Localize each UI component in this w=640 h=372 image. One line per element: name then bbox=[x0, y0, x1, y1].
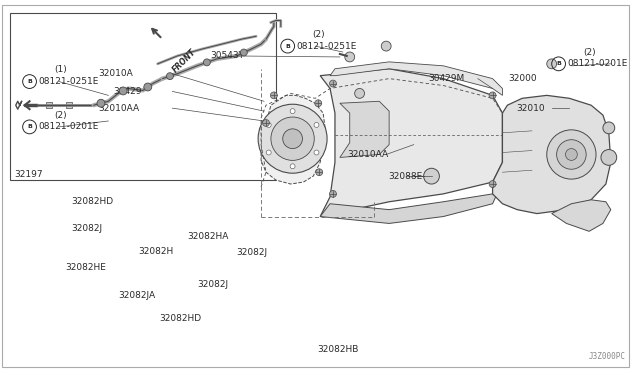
Circle shape bbox=[204, 59, 211, 66]
Text: 32010: 32010 bbox=[516, 104, 545, 113]
Polygon shape bbox=[340, 101, 389, 157]
Circle shape bbox=[330, 190, 337, 197]
Text: (2): (2) bbox=[54, 110, 67, 119]
Text: 32082HB: 32082HB bbox=[317, 345, 358, 354]
Text: 32082J: 32082J bbox=[71, 224, 102, 233]
Circle shape bbox=[424, 168, 440, 184]
Circle shape bbox=[381, 41, 391, 51]
Text: 32197: 32197 bbox=[15, 170, 44, 179]
Circle shape bbox=[290, 109, 295, 113]
Text: B: B bbox=[27, 79, 32, 84]
Circle shape bbox=[97, 99, 105, 107]
Circle shape bbox=[489, 180, 496, 187]
Circle shape bbox=[241, 49, 247, 56]
Text: (2): (2) bbox=[312, 30, 325, 39]
Text: J3Z000PC: J3Z000PC bbox=[589, 352, 625, 361]
Text: 32082HD: 32082HD bbox=[159, 314, 202, 323]
Circle shape bbox=[489, 92, 496, 99]
Circle shape bbox=[314, 122, 319, 127]
Circle shape bbox=[144, 83, 152, 91]
Circle shape bbox=[603, 122, 615, 134]
Circle shape bbox=[355, 89, 365, 98]
Circle shape bbox=[330, 80, 337, 87]
Text: 32010AA: 32010AA bbox=[348, 150, 389, 159]
Text: (1): (1) bbox=[54, 65, 67, 74]
Circle shape bbox=[266, 122, 271, 127]
Bar bbox=[66, 102, 72, 108]
Circle shape bbox=[566, 148, 577, 160]
Text: 32000: 32000 bbox=[508, 74, 537, 83]
Text: 32082J: 32082J bbox=[236, 248, 268, 257]
Polygon shape bbox=[552, 200, 611, 231]
Text: 32010A: 32010A bbox=[99, 69, 133, 78]
Circle shape bbox=[166, 73, 173, 80]
Bar bbox=[10, 13, 276, 180]
Text: 08121-0201E: 08121-0201E bbox=[38, 122, 99, 131]
Text: 32082H: 32082H bbox=[138, 247, 173, 256]
Text: 30429M: 30429M bbox=[429, 74, 465, 83]
Circle shape bbox=[262, 119, 269, 126]
Polygon shape bbox=[320, 69, 502, 217]
Text: 32082J: 32082J bbox=[197, 280, 228, 289]
Polygon shape bbox=[320, 182, 502, 224]
Polygon shape bbox=[261, 95, 325, 184]
Text: (2): (2) bbox=[583, 48, 596, 57]
Text: FRONT: FRONT bbox=[170, 47, 198, 74]
Circle shape bbox=[271, 92, 277, 99]
Text: B: B bbox=[285, 44, 290, 49]
Text: 32082HD: 32082HD bbox=[71, 197, 113, 206]
Circle shape bbox=[601, 150, 617, 165]
Text: 32082HE: 32082HE bbox=[65, 263, 106, 272]
Circle shape bbox=[283, 129, 303, 148]
Text: 32010AA: 32010AA bbox=[99, 104, 140, 113]
Circle shape bbox=[315, 100, 322, 107]
Text: 08121-0201E: 08121-0201E bbox=[568, 60, 628, 68]
Text: 08121-0251E: 08121-0251E bbox=[296, 42, 357, 51]
Circle shape bbox=[271, 117, 314, 160]
Text: B: B bbox=[556, 61, 561, 66]
Polygon shape bbox=[493, 95, 611, 214]
Circle shape bbox=[290, 164, 295, 169]
Circle shape bbox=[547, 59, 557, 69]
Circle shape bbox=[266, 150, 271, 155]
Circle shape bbox=[557, 140, 586, 169]
Circle shape bbox=[316, 169, 323, 176]
Text: B: B bbox=[27, 124, 32, 129]
Text: 30543Y: 30543Y bbox=[210, 51, 244, 61]
Circle shape bbox=[547, 130, 596, 179]
Text: 30429: 30429 bbox=[113, 87, 142, 96]
Bar bbox=[46, 102, 52, 108]
Text: 32082JA: 32082JA bbox=[118, 291, 156, 300]
Text: 08121-0251E: 08121-0251E bbox=[38, 77, 99, 86]
Text: 32088E: 32088E bbox=[388, 171, 422, 181]
Circle shape bbox=[345, 52, 355, 62]
Circle shape bbox=[258, 104, 327, 173]
Polygon shape bbox=[330, 62, 502, 95]
Circle shape bbox=[119, 87, 127, 95]
Text: 32082HA: 32082HA bbox=[187, 232, 228, 241]
Circle shape bbox=[314, 150, 319, 155]
